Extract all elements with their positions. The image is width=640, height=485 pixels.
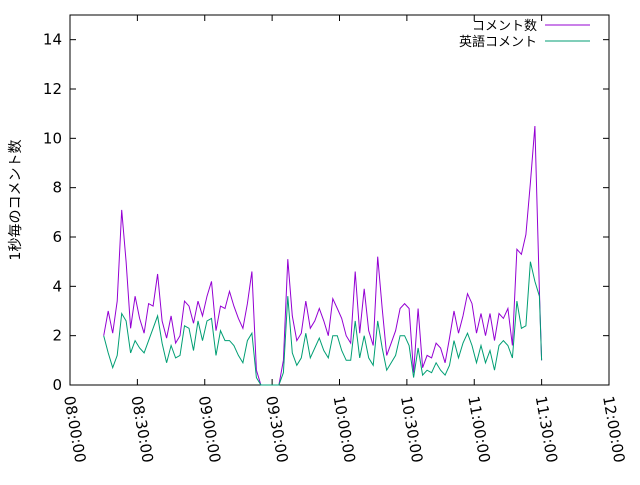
x-axis-ticks: 08:00:00 08:30:00 09:00:00 09:30:00 10:00:00…: [60, 15, 628, 464]
series-line-0: [103, 125, 543, 386]
y-tick-label: 10: [43, 129, 62, 147]
y-tick-label: 14: [43, 31, 62, 49]
x-tick-label: 09:30:00: [262, 395, 291, 464]
y-axis-label: 1秒毎のコメント数: [8, 140, 24, 261]
series-lines: [103, 125, 543, 386]
x-tick-label: 10:30:00: [397, 395, 426, 464]
y-tick-label: 0: [52, 376, 62, 394]
x-tick-label: 08:00:00: [60, 395, 89, 464]
plot-border: [69, 14, 610, 386]
y-axis-ticks: 0 2 4 6 8 10 12 14: [43, 31, 609, 394]
y-tick-label: 4: [52, 277, 62, 295]
x-tick-label: 11:00:00: [464, 395, 493, 464]
y-tick-label: 12: [43, 80, 62, 98]
x-tick-label: 12:00:00: [599, 395, 628, 464]
y-tick-label: 2: [52, 327, 62, 345]
y-tick-label: 6: [52, 228, 62, 246]
series-line-1: [103, 261, 543, 386]
x-tick-label: 11:30:00: [532, 395, 561, 464]
x-tick-label: 10:00:00: [330, 395, 359, 464]
x-tick-label: 08:30:00: [127, 395, 156, 464]
y-tick-label: 8: [52, 179, 62, 197]
legend-label: コメント数: [472, 19, 537, 34]
x-tick-label: 09:00:00: [195, 395, 224, 464]
legend-label: 英語コメント: [459, 34, 537, 50]
